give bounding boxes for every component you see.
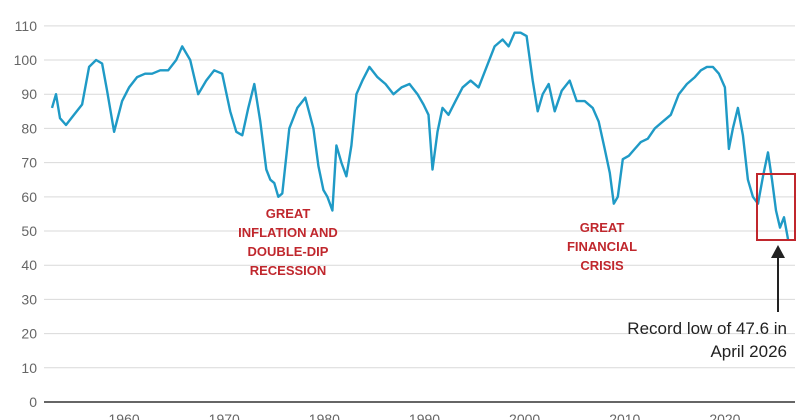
x-tick-label: 1960 [109, 411, 140, 420]
annotation-line: CRISIS [580, 258, 624, 273]
y-tick-label: 90 [21, 86, 37, 102]
y-tick-label: 60 [21, 189, 37, 205]
callout-arrowhead-icon [771, 245, 785, 258]
x-tick-label: 2020 [709, 411, 740, 420]
annotation-line: FINANCIAL [567, 239, 637, 254]
annotation-line: GREAT [266, 206, 311, 221]
annotation-line: INFLATION AND [238, 225, 338, 240]
x-tick-label: 1980 [309, 411, 340, 420]
record-low-highlight-box [756, 173, 796, 241]
callout-line: April 2026 [710, 342, 787, 361]
record-low-callout: Record low of 47.6 in April 2026 [627, 245, 787, 361]
x-tick-label: 2000 [509, 411, 540, 420]
annotation-financial-crisis: GREAT FINANCIAL CRISIS [567, 220, 637, 273]
y-tick-label: 10 [21, 360, 37, 376]
y-tick-label: 80 [21, 120, 37, 136]
x-axis-ticks: 1960 1970 1980 1990 2000 2010 2020 [109, 411, 741, 420]
annotation-line: DOUBLE-DIP [248, 244, 329, 259]
y-tick-label: 30 [21, 291, 37, 307]
y-tick-label: 110 [15, 18, 38, 34]
callout-line: Record low of 47.6 in [627, 319, 787, 338]
grid-lines [44, 25, 795, 369]
annotation-line: RECESSION [250, 263, 327, 278]
y-tick-label: 100 [14, 52, 38, 68]
y-tick-label: 40 [21, 257, 37, 273]
y-axis-ticks: 0 10 20 30 40 50 60 70 80 90 100 110 [14, 18, 38, 410]
annotation-line: GREAT [580, 220, 625, 235]
x-tick-label: 1990 [409, 411, 440, 420]
series-line [50, 31, 790, 240]
x-tick-label: 1970 [209, 411, 240, 420]
y-tick-label: 0 [29, 394, 37, 410]
annotation-great-inflation: GREAT INFLATION AND DOUBLE-DIP RECESSION [238, 206, 338, 278]
y-tick-label: 50 [21, 223, 37, 239]
x-tick-label: 2010 [609, 411, 640, 420]
y-tick-label: 20 [21, 326, 37, 342]
y-tick-label: 70 [21, 155, 37, 171]
